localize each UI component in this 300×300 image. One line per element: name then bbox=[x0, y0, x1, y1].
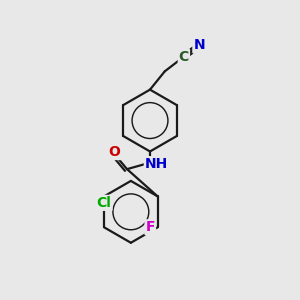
Text: Cl: Cl bbox=[97, 196, 112, 210]
Text: N: N bbox=[194, 38, 205, 52]
Text: O: O bbox=[109, 145, 121, 159]
Text: C: C bbox=[179, 50, 189, 64]
Text: F: F bbox=[146, 220, 155, 234]
Text: NH: NH bbox=[145, 157, 168, 171]
